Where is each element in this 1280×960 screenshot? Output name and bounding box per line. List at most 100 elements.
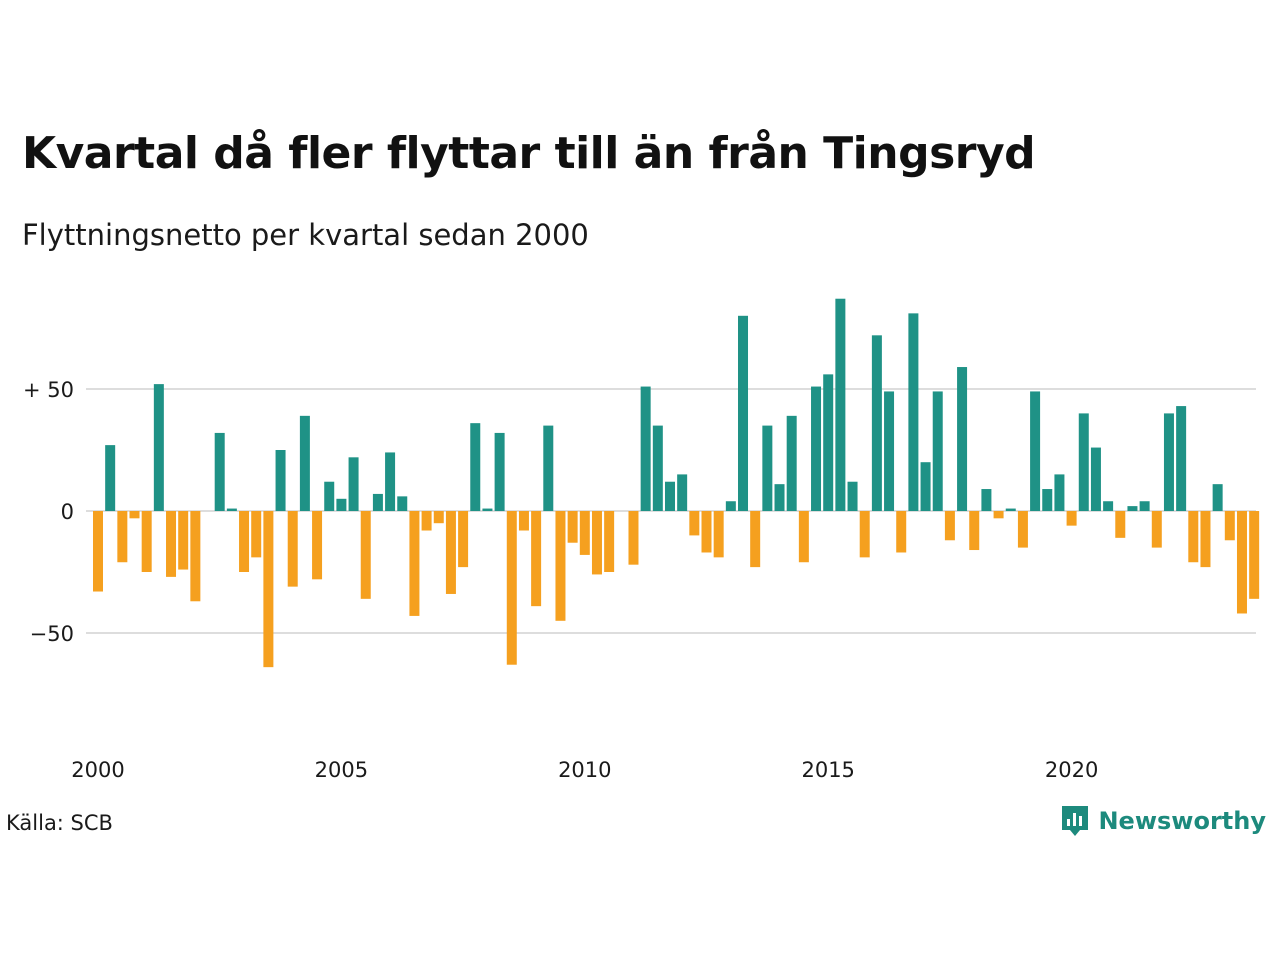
bar [555,511,566,621]
bar [348,457,359,511]
bars [93,298,1260,668]
bar [579,511,590,555]
bar [1224,511,1235,541]
chart-title: Kvartal då fler flyttar till än från Tin… [22,128,1036,179]
bar [1054,474,1065,511]
bar [482,508,493,511]
y-tick-label: −50 [30,622,74,646]
bar [190,511,201,602]
bar [969,511,980,551]
bar [835,298,846,511]
brand-logo[interactable]: Newsworthy [1060,804,1266,838]
bar [1200,511,1211,568]
bar [1078,413,1089,511]
x-tick-label: 2005 [315,758,368,782]
y-tick-label: + 50 [23,378,74,402]
bar [920,462,931,511]
bar [664,481,675,511]
bar [750,511,761,568]
bar [1163,413,1174,511]
bar [798,511,809,563]
bar [628,511,639,565]
bar [1103,501,1114,511]
chart-subtitle: Flyttningsnetto per kvartal sedan 2000 [22,218,589,252]
bar [774,484,785,511]
bar [263,511,274,668]
bar [141,511,152,572]
bar [859,511,870,558]
bar [129,511,140,519]
bar [567,511,578,543]
x-axis: 2000 2005 2010 2015 2020 [71,758,1098,782]
bar [397,496,408,511]
bar [871,335,882,511]
newsworthy-logo-icon [1062,806,1089,836]
bar [1066,511,1077,526]
bar [531,511,542,607]
bar [1212,484,1223,511]
bar [287,511,298,587]
bar [1249,511,1260,599]
bar [993,511,1004,519]
bar [336,498,347,511]
bar [1127,506,1138,511]
bar [591,511,602,575]
bar [713,511,724,558]
bar [372,493,383,511]
bar [738,315,749,511]
bar [847,481,858,511]
bar [1005,508,1016,511]
bar [445,511,456,594]
bar [153,384,164,511]
bar [299,415,310,511]
bar [1030,391,1041,511]
bar [957,367,968,511]
bar [932,391,943,511]
bar [908,313,919,511]
bar [166,511,177,577]
bar [652,425,663,511]
bar [251,511,262,558]
bar [811,386,822,511]
bar [239,511,250,572]
x-tick-label: 2010 [558,758,611,782]
brand-name: Newsworthy [1098,807,1266,835]
bar [944,511,955,541]
bar [421,511,432,531]
bar [884,391,895,511]
bar [494,432,505,511]
bar [1042,489,1053,511]
bar [1090,447,1101,511]
bar [786,415,797,511]
bar [701,511,712,553]
x-tick-label: 2000 [71,758,124,782]
bar [458,511,469,568]
bar [823,374,834,511]
bar [981,489,992,511]
bar [640,386,651,511]
bar [433,511,444,524]
bar [409,511,420,616]
bar [1017,511,1028,548]
bar [324,481,335,511]
bar [93,511,103,592]
bar [214,432,225,511]
bar [1151,511,1162,548]
bar [725,501,736,511]
bar [762,425,773,511]
bar [543,425,554,511]
bar [518,511,529,531]
bar [604,511,615,572]
bar [689,511,700,536]
y-axis: + 50 0 −50 [23,378,74,646]
bar [1139,501,1150,511]
x-tick-label: 2015 [801,758,854,782]
bar [1176,406,1187,511]
y-tick-label: 0 [61,500,74,524]
source-note: Källa: SCB [6,811,113,835]
bar [677,474,688,511]
x-tick-label: 2020 [1045,758,1098,782]
bar [896,511,907,553]
bar [360,511,371,599]
